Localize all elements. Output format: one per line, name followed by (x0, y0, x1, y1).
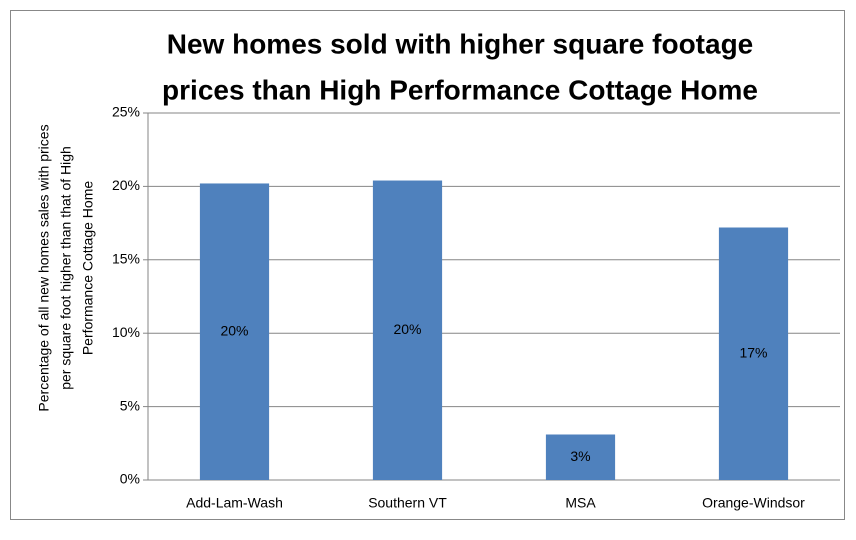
y-axis-label-line: per square foot higher than that of High (58, 146, 74, 390)
y-axis-label-line: Performance Cottage Home (80, 181, 96, 356)
data-label: 17% (739, 344, 767, 360)
x-tick-label: MSA (565, 495, 596, 511)
data-label: 20% (393, 321, 421, 337)
x-tick-label: Orange-Windsor (702, 495, 805, 511)
bar (718, 227, 789, 480)
bar (199, 183, 270, 481)
x-tick-label: Add-Lam-Wash (186, 495, 283, 511)
data-label: 20% (220, 322, 248, 338)
data-label: 3% (570, 448, 590, 464)
x-tick-label: Southern VT (368, 495, 447, 511)
chart-title: New homes sold with higher square footag… (167, 28, 754, 59)
y-tick-label: 25% (112, 104, 140, 120)
y-tick-label: 20% (112, 177, 140, 193)
bar (372, 180, 443, 480)
chart-title: prices than High Performance Cottage Hom… (162, 74, 758, 105)
y-tick-label: 15% (112, 251, 140, 267)
bar (545, 434, 616, 480)
y-axis-label-line: Percentage of all new homes sales with p… (36, 124, 52, 411)
y-axis-label: Percentage of all new homes sales with p… (36, 124, 96, 411)
y-tick-label: 10% (112, 324, 140, 340)
y-tick-label: 5% (120, 397, 140, 413)
y-tick-label: 0% (120, 471, 140, 487)
